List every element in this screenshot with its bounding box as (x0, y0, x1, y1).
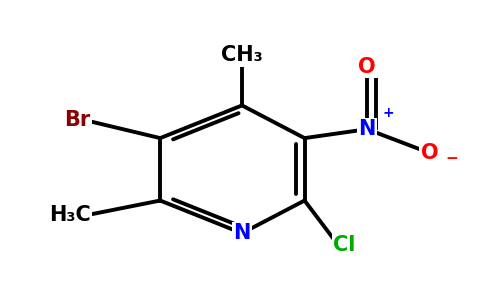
Text: H₃C: H₃C (49, 206, 91, 225)
Text: Br: Br (64, 110, 91, 130)
Text: Cl: Cl (333, 235, 356, 255)
Text: O: O (358, 57, 376, 77)
Text: CH₃: CH₃ (221, 45, 263, 65)
Text: N: N (359, 119, 376, 139)
Text: −: − (445, 152, 458, 166)
Text: O: O (421, 143, 439, 163)
Text: +: + (383, 106, 394, 120)
Text: N: N (233, 223, 251, 243)
